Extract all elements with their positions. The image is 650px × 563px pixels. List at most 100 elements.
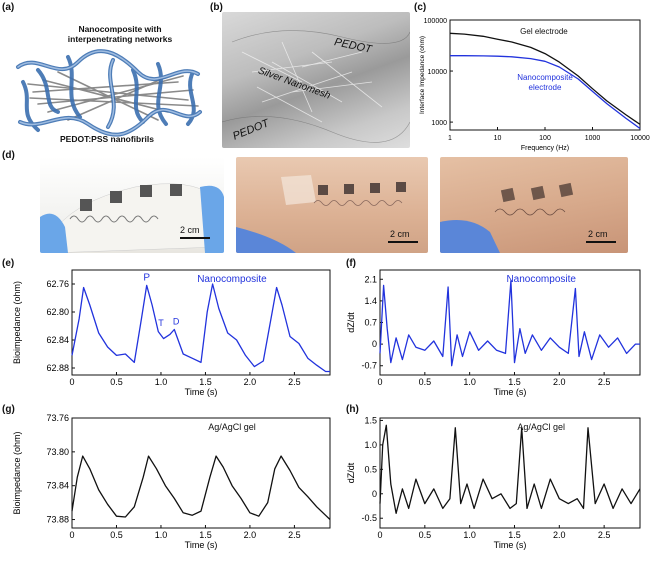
plot-frame: [379, 417, 641, 529]
x-tick-label: 2.0: [244, 377, 257, 387]
chart-title: Ag/AgCl gel: [208, 422, 256, 432]
y-tick-label: 62.76: [46, 279, 69, 289]
x-tick-label: 1.5: [508, 377, 521, 387]
scalebar-1: [180, 237, 210, 239]
sem-texture: [222, 30, 410, 143]
y-tick-label: 1.4: [364, 296, 377, 306]
annotation-d: D: [173, 317, 180, 327]
panel-label-b: (b): [210, 2, 223, 13]
sem-micrograph: PEDOT Silver Nanomesh PEDOT: [222, 12, 410, 148]
y-tick-label: 73.76: [46, 413, 69, 423]
y-tick-label: 62.84: [46, 335, 69, 345]
y-tick-label: 73.84: [46, 481, 69, 491]
panel-f-dzdt-chart: 0 0.5 1.0 1.5 2.0 2.5 2.1 1.4 0.7 0 -0.7 Time (s) dZ…: [340, 262, 650, 408]
x-tick-label: 10000: [630, 135, 650, 142]
scalebar-3: [586, 241, 616, 243]
panel-h-dzdt-chart: 0 0.5 1.0 1.5 2.0 2.5 1.5 1.0 0.5 0 -0.5 Time (s) dZ…: [340, 410, 650, 560]
arm-device-drawing: [236, 175, 406, 253]
photo-device-held: 2 cm: [40, 157, 224, 253]
scalebar-2-label: 2 cm: [390, 229, 410, 239]
panel-label-h: (h): [346, 404, 359, 415]
series-line-2: [450, 55, 641, 130]
panel-e-bioimpedance-chart: 0 0.5 1.0 1.5 2.0 2.5 62.76 62.80 62.84 62.88 Time…: [0, 262, 340, 408]
y-axis-label: dZ/dt: [346, 462, 356, 483]
series-line-1: [449, 32, 641, 125]
y-axis-label: dZ/dt: [346, 312, 356, 333]
x-tick-label: 1.0: [155, 530, 168, 540]
x-tick-label: 1000: [585, 135, 601, 142]
panel-label-e: (e): [2, 258, 15, 269]
x-tick-label: 1: [448, 135, 452, 142]
x-tick-label: 1.0: [463, 377, 476, 387]
chart-title: Nanocomposite: [506, 274, 576, 285]
x-axis-label: Time (s): [494, 540, 527, 550]
bioimpedance-agcl-svg: 0 0.5 1.0 1.5 2.0 2.5 73.76 73.80 73.84 73.88 Time…: [12, 413, 331, 550]
panel-label-d: (d): [2, 150, 15, 161]
y-tick-label: -0.5: [361, 513, 377, 523]
x-tick-label: 0.5: [110, 377, 123, 387]
y-tick-label: 1.0: [364, 440, 377, 450]
y-tick-label: 62.88: [46, 363, 69, 373]
y-axis-label: Bioimpedance (ohm): [12, 431, 22, 514]
y-tick-label: 1000: [431, 120, 447, 127]
x-tick-label: 0: [69, 377, 74, 387]
photo-device-on-arm: 2 cm: [236, 157, 428, 253]
series-line-1: [71, 455, 331, 520]
panel-label-a: (a): [2, 2, 15, 13]
y-tick-label: 0.5: [364, 464, 377, 474]
chart-title: Nanocomposite: [197, 274, 267, 285]
nanocomposite-network-drawing: [16, 49, 202, 137]
impedance-chart-svg: 1 10 100 1000 10000 1000 10000 100000 Frequency …: [419, 18, 650, 152]
panel-a-caption: PEDOT:PSS nanofibrils: [60, 134, 154, 144]
x-tick-label: 0: [69, 530, 74, 540]
x-tick-label: 0.5: [419, 377, 432, 387]
y-tick-label: 0.7: [364, 318, 377, 328]
x-tick-label: 0.5: [110, 530, 123, 540]
y-tick-label: 1.5: [364, 415, 377, 425]
y-tick-label: 2.1: [364, 274, 377, 284]
y-tick-label: -0.7: [361, 361, 377, 371]
y-axis-label: Interface Impedance (ohm): [419, 36, 426, 114]
x-tick-label: 2.0: [244, 530, 257, 540]
panel-a-title: Nanocomposite with interpenetrating netw…: [67, 24, 173, 44]
y-tick-label: 73.88: [46, 515, 69, 525]
y-tick-label: 0: [372, 339, 377, 349]
y-tick-label: 10000: [428, 69, 448, 76]
x-tick-label: 1.0: [463, 530, 476, 540]
scalebar-3-label: 2 cm: [588, 229, 608, 239]
x-tick-label: 2.5: [598, 377, 611, 387]
x-tick-label: 0: [377, 530, 382, 540]
silver-nanowire-core: [27, 71, 199, 121]
y-tick-label: 100000: [424, 18, 447, 25]
panel-g-bioimpedance-chart: 0 0.5 1.0 1.5 2.0 2.5 73.76 73.80 73.84 73.88 Time…: [0, 410, 340, 560]
chart-title: Ag/AgCl gel: [517, 422, 565, 432]
series-line-1: [71, 283, 330, 373]
annotation-p: P: [143, 273, 150, 284]
panel-label-c: (c): [414, 2, 427, 13]
x-axis-label: Time (s): [494, 387, 527, 397]
x-axis-label: Time (s): [185, 540, 218, 550]
panel-a-illustration: Nanocomposite with interpenetrating netw…: [8, 12, 208, 147]
x-tick-label: 0: [377, 377, 382, 387]
y-tick-label: 62.80: [46, 307, 69, 317]
flexible-device-drawing: [40, 183, 224, 253]
y-tick-label: 0: [372, 489, 377, 499]
series-label-nano-1: Nanocomposite: [517, 73, 573, 82]
y-axis-label: Bioimpedance (ohm): [12, 281, 22, 364]
x-tick-label: 1.0: [155, 377, 168, 387]
x-axis-label: Time (s): [185, 387, 218, 397]
photo-device-stretched-arm: 2 cm: [440, 157, 628, 253]
x-tick-label: 1.5: [199, 377, 212, 387]
x-tick-label: 2.5: [598, 530, 611, 540]
annotation-t: T: [158, 318, 164, 328]
plot-frame: [71, 269, 331, 376]
x-tick-label: 2.5: [288, 377, 301, 387]
x-tick-label: 1.5: [199, 530, 212, 540]
panel-c-impedance-chart: 1 10 100 1000 10000 1000 10000 100000 Frequency …: [410, 10, 650, 160]
series-line-1: [379, 280, 640, 367]
x-tick-label: 0.5: [419, 530, 432, 540]
x-axis-label: Frequency (Hz): [521, 145, 569, 152]
y-tick-label: 73.80: [46, 447, 69, 457]
